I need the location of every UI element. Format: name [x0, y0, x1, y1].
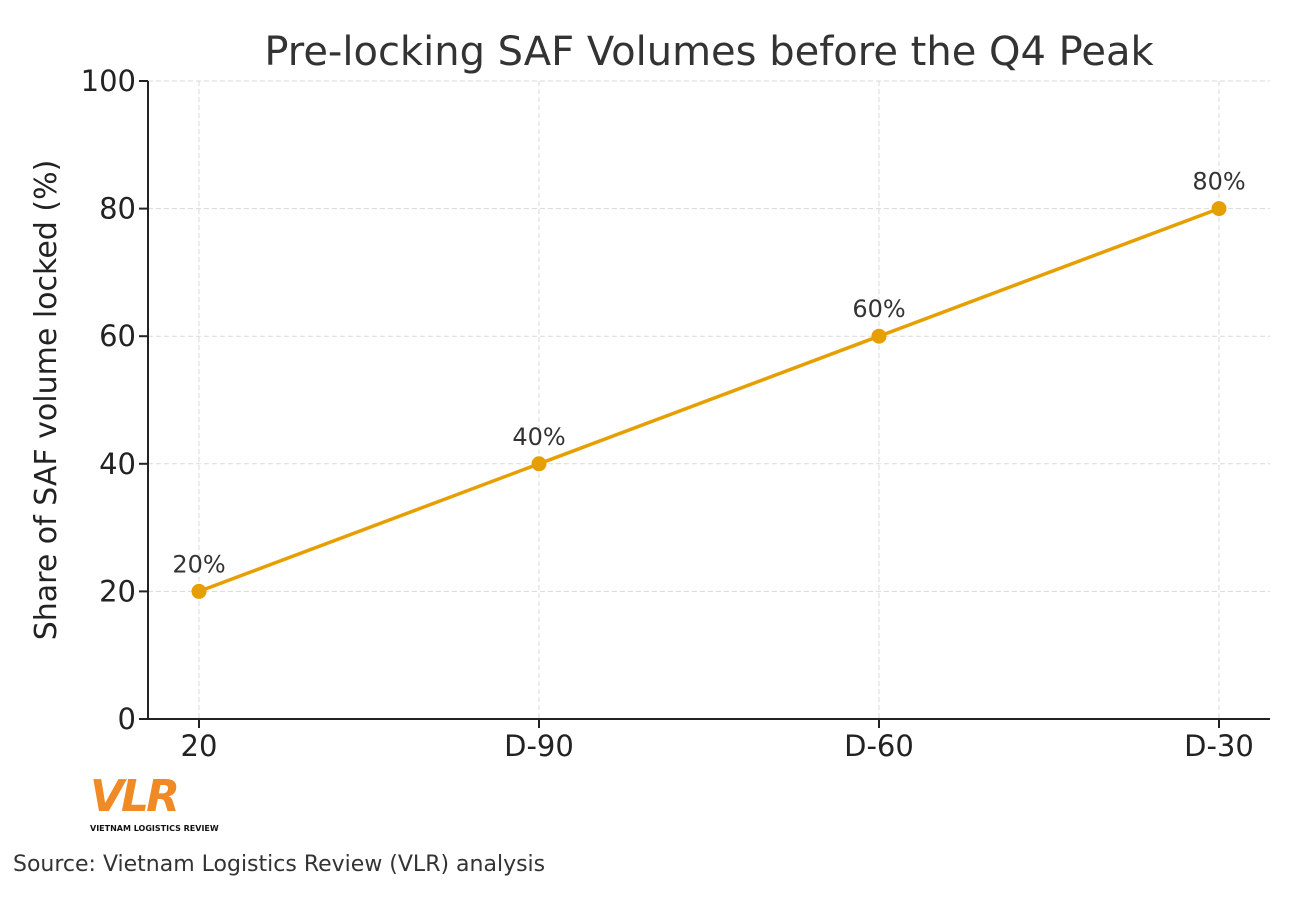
data-label: 20%	[172, 550, 225, 578]
data-label: 60%	[852, 295, 905, 323]
data-point	[191, 583, 207, 599]
x-tick-label: D-30	[1184, 729, 1254, 763]
logo-text: VLR	[90, 771, 180, 822]
series-line	[198, 206, 1220, 594]
y-tick-label: 100	[81, 64, 136, 98]
x-tick-label: D-90	[504, 729, 574, 763]
y-tick-label: 60	[99, 319, 136, 353]
y-tick-label: 0	[118, 702, 136, 736]
y-tick-label: 80	[99, 192, 136, 226]
data-label: 80%	[1192, 168, 1245, 196]
x-tick-label: 20	[181, 729, 218, 763]
logo-subtitle: VIETNAM LOGISTICS REVIEW	[90, 824, 219, 833]
source-note: Source: Vietnam Logistics Review (VLR) a…	[13, 852, 546, 877]
x-tick-label: D-60	[844, 729, 914, 763]
chart-title: Pre-locking SAF Volumes before the Q4 Pe…	[264, 29, 1154, 75]
vlr-logo: VLR VIETNAM LOGISTICS REVIEW	[90, 770, 219, 834]
data-label: 40%	[512, 423, 565, 451]
data-point	[871, 328, 887, 344]
y-tick-label: 20	[99, 574, 136, 608]
y-axis-label: Share of SAF volume locked (%)	[29, 160, 64, 641]
y-tick-label: 40	[99, 447, 136, 481]
data-point	[531, 456, 547, 472]
data-point	[1211, 201, 1227, 217]
